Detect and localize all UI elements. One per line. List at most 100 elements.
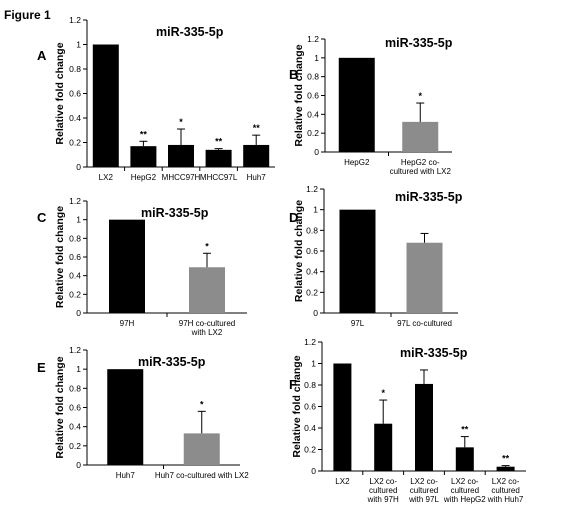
panel-b-bar — [402, 121, 439, 152]
panel-b-ytick-label: 0.2 — [307, 128, 319, 138]
panel-a-title: miR-335-5p — [156, 25, 224, 39]
panel-a-ylabel: Relative fold change — [54, 42, 66, 144]
panel-d-ytick-label: 0 — [313, 308, 318, 318]
panel-f-bar — [496, 466, 515, 471]
panel-e-ytick-label: 0.6 — [69, 403, 81, 413]
panel-f-ytick-label: 0.6 — [304, 402, 316, 412]
panel-b-ytick-label: 0 — [314, 147, 319, 157]
panel-e-bar — [183, 433, 220, 465]
panel-e-ytick-label: 1 — [76, 364, 81, 374]
panel-b-bar — [338, 57, 375, 153]
panel-e-ytick-label: 0.8 — [69, 383, 81, 393]
panel-a-significance: ** — [215, 137, 223, 147]
panel-f-bar — [374, 423, 393, 471]
panel-d-ytick-label: 0.6 — [306, 246, 318, 256]
panel-a-bar — [130, 146, 157, 167]
panel-f-category-label: with 97H — [367, 495, 399, 504]
panel-b-ylabel: Relative fold change — [293, 44, 305, 146]
panel-a-category-label: MHCC97H — [162, 173, 201, 182]
panel-f-category-label: LX2 co- — [369, 477, 397, 486]
panel-b-title: miR-335-5p — [385, 36, 453, 50]
panel-b-ytick-label: 1 — [314, 53, 319, 63]
panel-f-bar — [333, 363, 352, 471]
panel-f-significance: * — [381, 388, 385, 398]
panel-c-ytick-label: 0.6 — [69, 252, 81, 262]
panel-a-category-label: MHCC97L — [200, 173, 238, 182]
panel-e-significance: * — [200, 399, 204, 409]
panel-a-ytick-label: 0.6 — [69, 89, 81, 99]
panel-c-bar — [109, 219, 145, 313]
panel-f-significance: ** — [502, 454, 510, 464]
panel-f-ytick-label: 0.2 — [304, 445, 316, 455]
panel-f-ylabel: Relative fold change — [291, 355, 303, 457]
panel-d-ytick-label: 1 — [313, 205, 318, 215]
panel-d-ytick-label: 0.8 — [306, 225, 318, 235]
panel-e-bar — [107, 369, 144, 465]
panel-f-bar — [415, 383, 433, 471]
panel-c-category-label: 97H — [120, 319, 135, 328]
panel-d-ylabel: Relative fold change — [293, 200, 305, 302]
panel-b-category-label: cultured with LX2 — [390, 167, 452, 176]
panel-a-bar — [205, 149, 232, 167]
panel-d-bar — [406, 242, 443, 313]
panel-a-ytick-label: 0.2 — [69, 138, 81, 148]
panel-c-bar — [189, 267, 225, 313]
panel-c-ylabel: Relative fold change — [54, 206, 66, 308]
panel-f-title: miR-335-5p — [400, 346, 468, 360]
panel-f-bar — [455, 447, 474, 471]
panel-a-ytick-label: 0.4 — [69, 113, 81, 123]
panel-b-category-label: HepG2 — [344, 158, 370, 167]
panel-c-letter: C — [37, 210, 47, 225]
panel-e-ytick-label: 0.2 — [69, 441, 81, 451]
panel-c-ytick-label: 0.8 — [69, 233, 81, 243]
panel-f-significance: ** — [461, 425, 469, 435]
panel-c-category-label: with LX2 — [191, 328, 223, 337]
panel-d-category-label: 97L — [351, 319, 365, 328]
panel-a-significance: ** — [140, 129, 148, 139]
panel-f-ytick-label: 0.4 — [304, 423, 316, 433]
panel-d-bar — [339, 209, 376, 313]
panel-f-category-label: LX2 co- — [492, 477, 520, 486]
panel-f-category-label: with Huh7 — [487, 495, 524, 504]
panel-c-ytick-label: 0 — [76, 308, 81, 318]
panel-e-category-label: Huh7 — [116, 471, 136, 480]
panel-c-significance: * — [205, 241, 209, 251]
panel-f-category-label: with HepG2 — [443, 495, 486, 504]
panel-a-ytick-label: 0.8 — [69, 64, 81, 74]
panel-b-ytick-label: 0.4 — [307, 109, 319, 119]
panel-c-ytick-label: 1 — [76, 215, 81, 225]
panel-c-ytick-label: 0.2 — [69, 289, 81, 299]
panel-a-bar — [243, 144, 270, 167]
panel-e-title: miR-335-5p — [138, 355, 206, 369]
panel-a-ytick-label: 1.2 — [69, 15, 81, 25]
panel-e-ytick-label: 0 — [76, 460, 81, 470]
panel-e-ylabel: Relative fold change — [54, 356, 66, 458]
panel-f-category-label: LX2 co- — [451, 477, 479, 486]
panel-f-category-label: cultured — [369, 486, 397, 495]
panel-d-ytick-label: 0.4 — [306, 267, 318, 277]
panel-e-ytick-label: 0.4 — [69, 422, 81, 432]
panel-f-category-label: LX2 — [335, 477, 350, 486]
panel-f-ytick-label: 1.2 — [304, 337, 316, 347]
panel-d-letter: D — [289, 210, 298, 225]
panel-b-ytick-label: 0.8 — [307, 72, 319, 82]
panel-a-significance: ** — [253, 123, 261, 133]
panel-b-category-label: HepG2 co- — [401, 158, 440, 167]
panel-f-ytick-label: 0 — [311, 466, 316, 476]
panel-f-category-label: cultured — [451, 486, 479, 495]
panel-b-letter: B — [289, 67, 298, 82]
panel-a-bar — [92, 44, 119, 167]
panel-f-category-label: with 97L — [408, 495, 439, 504]
panel-d-category-label: 97L co-cultured — [397, 319, 452, 328]
panel-c-ytick-label: 1.2 — [69, 196, 81, 206]
panel-f-category-label: LX2 co- — [410, 477, 438, 486]
panel-d-title: miR-335-5p — [395, 190, 463, 204]
panel-f-category-label: cultured — [410, 486, 438, 495]
panel-a-ytick-label: 1 — [76, 40, 81, 50]
panel-f-ytick-label: 0.8 — [304, 380, 316, 390]
panel-c-ytick-label: 0.4 — [69, 271, 81, 281]
panel-a-significance: * — [179, 117, 183, 127]
panel-a-category-label: HepG2 — [131, 173, 157, 182]
panel-b-significance: * — [418, 91, 422, 101]
